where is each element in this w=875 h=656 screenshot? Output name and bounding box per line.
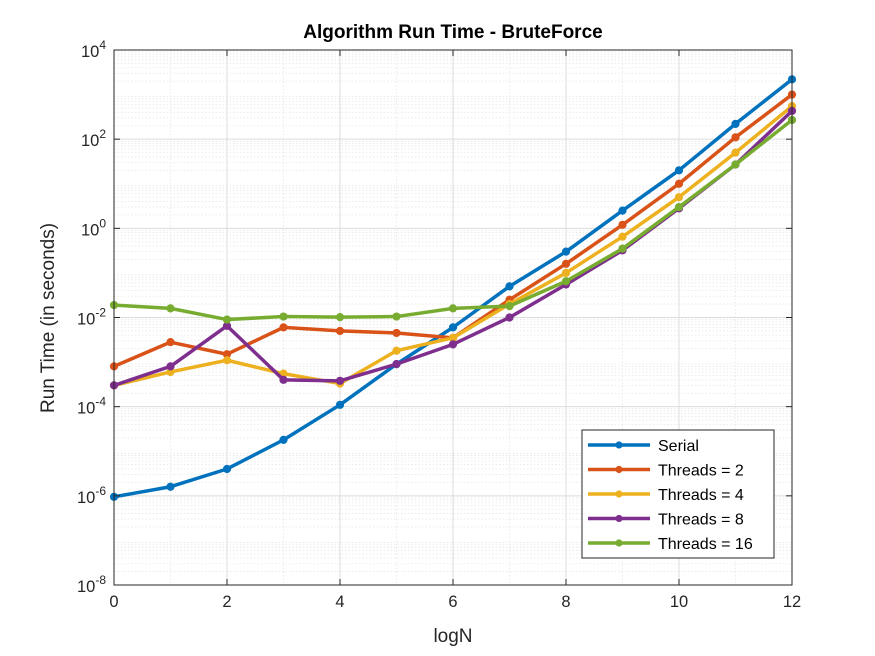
x-tick-label: 0 <box>109 593 118 611</box>
data-point <box>505 313 514 322</box>
data-point <box>731 119 740 129</box>
data-point <box>166 338 175 347</box>
data-point <box>505 302 514 311</box>
y-tick-label: 10-4 <box>77 395 106 418</box>
data-point <box>279 435 288 444</box>
data-point <box>731 148 740 157</box>
axis-ticks <box>113 49 793 586</box>
data-point <box>222 464 232 474</box>
y-tick-label: 10-2 <box>77 306 106 329</box>
data-point <box>392 328 401 338</box>
data-point <box>335 376 345 385</box>
legend-label: Serial <box>658 438 699 455</box>
data-point <box>561 247 571 256</box>
chart-title: Algorithm Run Time - BruteForce <box>303 22 602 43</box>
data-point <box>731 160 740 169</box>
data-point <box>166 482 175 491</box>
data-point <box>618 206 627 215</box>
legend-marker <box>615 490 623 498</box>
data-point <box>448 340 458 349</box>
data-point <box>279 323 288 332</box>
data-point <box>505 282 514 291</box>
data-point <box>618 220 627 229</box>
data-point <box>561 268 571 278</box>
x-tick-label: 2 <box>222 593 231 611</box>
data-point <box>222 315 232 324</box>
data-point <box>335 400 345 409</box>
data-point <box>674 193 684 202</box>
legend-label: Threads = 2 <box>658 463 744 480</box>
legend-marker <box>615 514 623 523</box>
y-tick-label: 10-8 <box>77 573 106 596</box>
data-point <box>166 362 175 371</box>
y-tick-label: 104 <box>81 38 106 61</box>
legend-label: Threads = 8 <box>658 512 744 529</box>
data-point <box>448 304 458 313</box>
data-point <box>279 375 288 384</box>
y-tick-label: 100 <box>81 216 106 239</box>
x-tick-label: 6 <box>448 593 457 611</box>
data-point <box>392 360 401 369</box>
data-point <box>335 326 345 336</box>
data-point <box>618 232 627 241</box>
data-point <box>618 244 627 253</box>
data-point <box>561 277 571 286</box>
x-axis-label: logN <box>433 626 472 647</box>
legend-marker <box>615 441 623 449</box>
x-tick-label: 10 <box>670 593 688 611</box>
y-axis-label: Run Time (in seconds) <box>38 223 59 413</box>
x-tick-labels: 0 2 4 6 8 10 12 <box>109 593 801 611</box>
data-point <box>674 179 684 188</box>
data-point <box>392 346 401 355</box>
data-point <box>448 323 458 332</box>
data-point <box>222 356 232 365</box>
legend: Serial Threads = 2 Threads = 4 Threads = 8 T… <box>581 429 775 559</box>
y-tick-label: 102 <box>81 127 106 150</box>
legend-marker <box>615 539 623 547</box>
data-point <box>674 202 684 212</box>
data-point <box>731 133 740 142</box>
series-layer <box>109 75 797 501</box>
x-tick-label: 8 <box>561 593 570 611</box>
data-point <box>335 313 345 322</box>
data-point <box>166 304 175 313</box>
legend-label: Threads = 4 <box>658 487 744 504</box>
data-point <box>674 166 684 175</box>
y-tick-labels: 10-8 10-6 10-4 10-2 100 102 104 <box>77 38 106 596</box>
data-point <box>561 259 571 268</box>
legend-marker <box>615 465 623 474</box>
legend-label: Threads = 16 <box>658 536 753 553</box>
x-tick-label: 4 <box>335 593 344 611</box>
data-point <box>279 312 288 321</box>
data-point <box>392 312 401 321</box>
x-tick-label: 12 <box>783 593 801 611</box>
y-tick-label: 10-6 <box>77 484 106 507</box>
